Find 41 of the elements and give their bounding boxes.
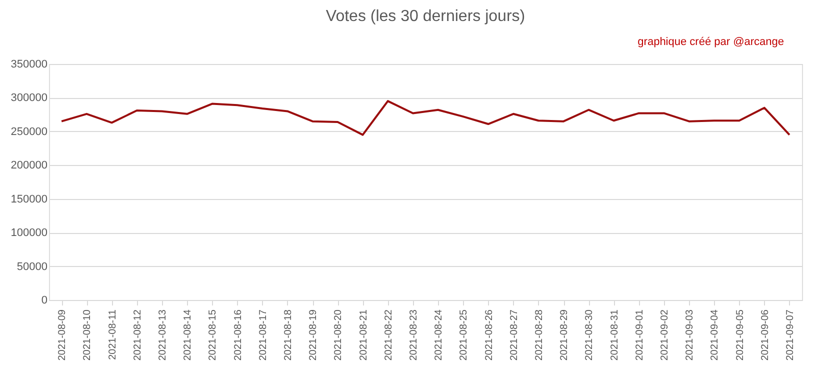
x-tick-label: 2021-08-20 — [333, 309, 344, 361]
y-tick-label: 150000 — [10, 193, 48, 206]
x-tick-label: 2021-08-26 — [484, 309, 495, 361]
x-tick-label: 2021-09-05 — [734, 309, 746, 361]
x-tick-label: 2021-08-22 — [383, 309, 394, 361]
x-tick-label: 2021-08-29 — [559, 309, 570, 361]
x-tick-label: 2021-08-23 — [408, 309, 420, 361]
x-tick-label: 2021-09-02 — [659, 309, 670, 361]
y-tick-label: 200000 — [10, 160, 48, 172]
y-tick-label: 100000 — [10, 227, 48, 240]
x-tick-label: 2021-08-31 — [609, 309, 620, 361]
x-tick-label: 2021-08-16 — [232, 309, 244, 361]
text: graphique créé par @arcange — [638, 36, 784, 48]
x-tick-label: 2021-08-10 — [82, 309, 94, 361]
y-tick-label: 50000 — [16, 260, 48, 273]
x-tick-label: 2021-08-09 — [57, 309, 68, 361]
x-tick-label: 2021-09-01 — [634, 309, 646, 361]
x-tick-label: 2021-09-06 — [760, 309, 771, 361]
x-tick-label: 2021-08-21 — [358, 309, 370, 361]
x-tick-label: 2021-08-11 — [107, 309, 118, 360]
y-tick-label: 350000 — [10, 58, 48, 70]
y-tick-label: 300000 — [10, 92, 48, 104]
x-tick-label: 2021-08-28 — [534, 309, 545, 361]
x-tick-label: 2021-08-30 — [584, 309, 596, 361]
x-tick-label: 2021-08-12 — [132, 309, 144, 361]
x-tick-label: 2021-08-15 — [208, 309, 219, 361]
x-tick-label: 2021-08-18 — [282, 309, 294, 361]
x-tick-label: 2021-08-17 — [258, 309, 269, 361]
x-tick-label: 2021-08-19 — [308, 309, 320, 361]
x-tick-label: 2021-09-03 — [684, 309, 696, 361]
y-tick-label: 0 — [41, 294, 48, 306]
x-tick-label: 2021-08-25 — [458, 309, 470, 361]
chart-title: Votes (les 30 derniers jours) — [326, 8, 526, 25]
x-tick-label: 2021-09-04 — [710, 309, 721, 361]
x-tick-label: 2021-09-07 — [784, 309, 796, 361]
x-tick-label: 2021-08-13 — [157, 309, 168, 361]
y-tick-label: 250000 — [10, 126, 48, 138]
x-tick-label: 2021-08-14 — [182, 309, 194, 361]
line-series — [60, 100, 790, 136]
x-tick-label: 2021-08-27 — [508, 309, 520, 361]
x-tick-label: 2021-08-24 — [434, 309, 445, 361]
